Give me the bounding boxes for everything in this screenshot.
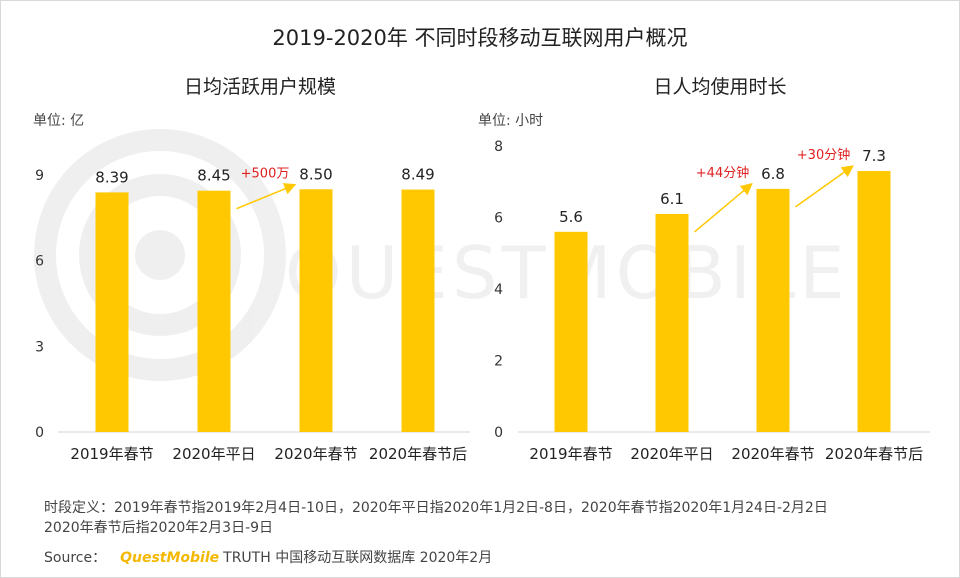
category-label: 2020年春节 <box>274 445 357 463</box>
source-text: TRUTH 中国移动互联网数据库 2020年2月 <box>223 550 493 566</box>
bar-value-label: 6.1 <box>660 190 684 208</box>
category-label: 2019年春节 <box>529 445 612 463</box>
y-tick-label: 6 <box>494 211 503 227</box>
bar <box>756 188 790 432</box>
bar-value-label: 8.50 <box>299 165 332 183</box>
bar-value-label: 8.45 <box>197 167 230 185</box>
bar-value-label: 5.6 <box>559 208 583 226</box>
bar-value-label: 8.39 <box>95 168 128 186</box>
growth-annotation: +44分钟 <box>696 165 749 181</box>
y-tick-label: 2 <box>494 354 503 370</box>
bar <box>554 231 588 432</box>
category-label: 2020年春节后 <box>825 445 923 463</box>
y-tick-label: 9 <box>35 168 44 184</box>
growth-arrow <box>236 183 297 210</box>
bar <box>857 171 891 432</box>
y-tick-label: 6 <box>35 254 44 270</box>
category-label: 2019年春节 <box>70 445 153 463</box>
bar <box>95 192 129 432</box>
right-unit-label: 单位: 小时 <box>478 113 544 129</box>
source-label: Source： <box>44 550 107 566</box>
note-line: 时段定义：2019年春节指2019年2月4日-10日，2020年平日指2020年… <box>44 500 828 516</box>
bar <box>655 213 689 432</box>
bar-value-label: 8.49 <box>401 166 434 184</box>
source-line: Source： QuestMobile TRUTH 中国移动互联网数据库 2020年… <box>44 547 492 567</box>
y-tick-label: 0 <box>494 425 503 441</box>
y-tick-label: 0 <box>35 425 44 441</box>
definition-notes: 时段定义：2019年春节指2019年2月4日-10日，2020年平日指2020年… <box>44 498 828 538</box>
source-brand: QuestMobile <box>120 550 220 566</box>
category-label: 2020年平日 <box>630 445 713 463</box>
y-tick-label: 8 <box>494 139 503 155</box>
category-label: 2020年春节 <box>731 445 814 463</box>
growth-annotation: +30分钟 <box>797 147 850 163</box>
growth-annotation: +500万 <box>241 166 290 181</box>
y-tick-label: 4 <box>494 282 503 298</box>
category-label: 2020年平日 <box>172 445 255 463</box>
note-line: 2020年春节后指2020年2月3日-9日 <box>44 520 274 536</box>
bar-value-label: 7.3 <box>862 147 886 165</box>
bar-value-label: 6.8 <box>761 165 785 183</box>
category-label: 2020年春节后 <box>369 445 467 463</box>
right-chart-title: 日人均使用时长 <box>653 76 787 98</box>
y-tick-label: 3 <box>35 339 44 355</box>
bar <box>401 189 435 432</box>
page-title: 2019-2020年 不同时段移动互联网用户概况 <box>272 26 688 50</box>
growth-arrow <box>694 182 753 233</box>
growth-arrow <box>795 165 854 208</box>
bar <box>197 190 231 432</box>
bar <box>299 189 333 432</box>
left-chart-title: 日均活跃用户规模 <box>183 76 336 98</box>
left-unit-label: 单位: 亿 <box>33 113 85 129</box>
